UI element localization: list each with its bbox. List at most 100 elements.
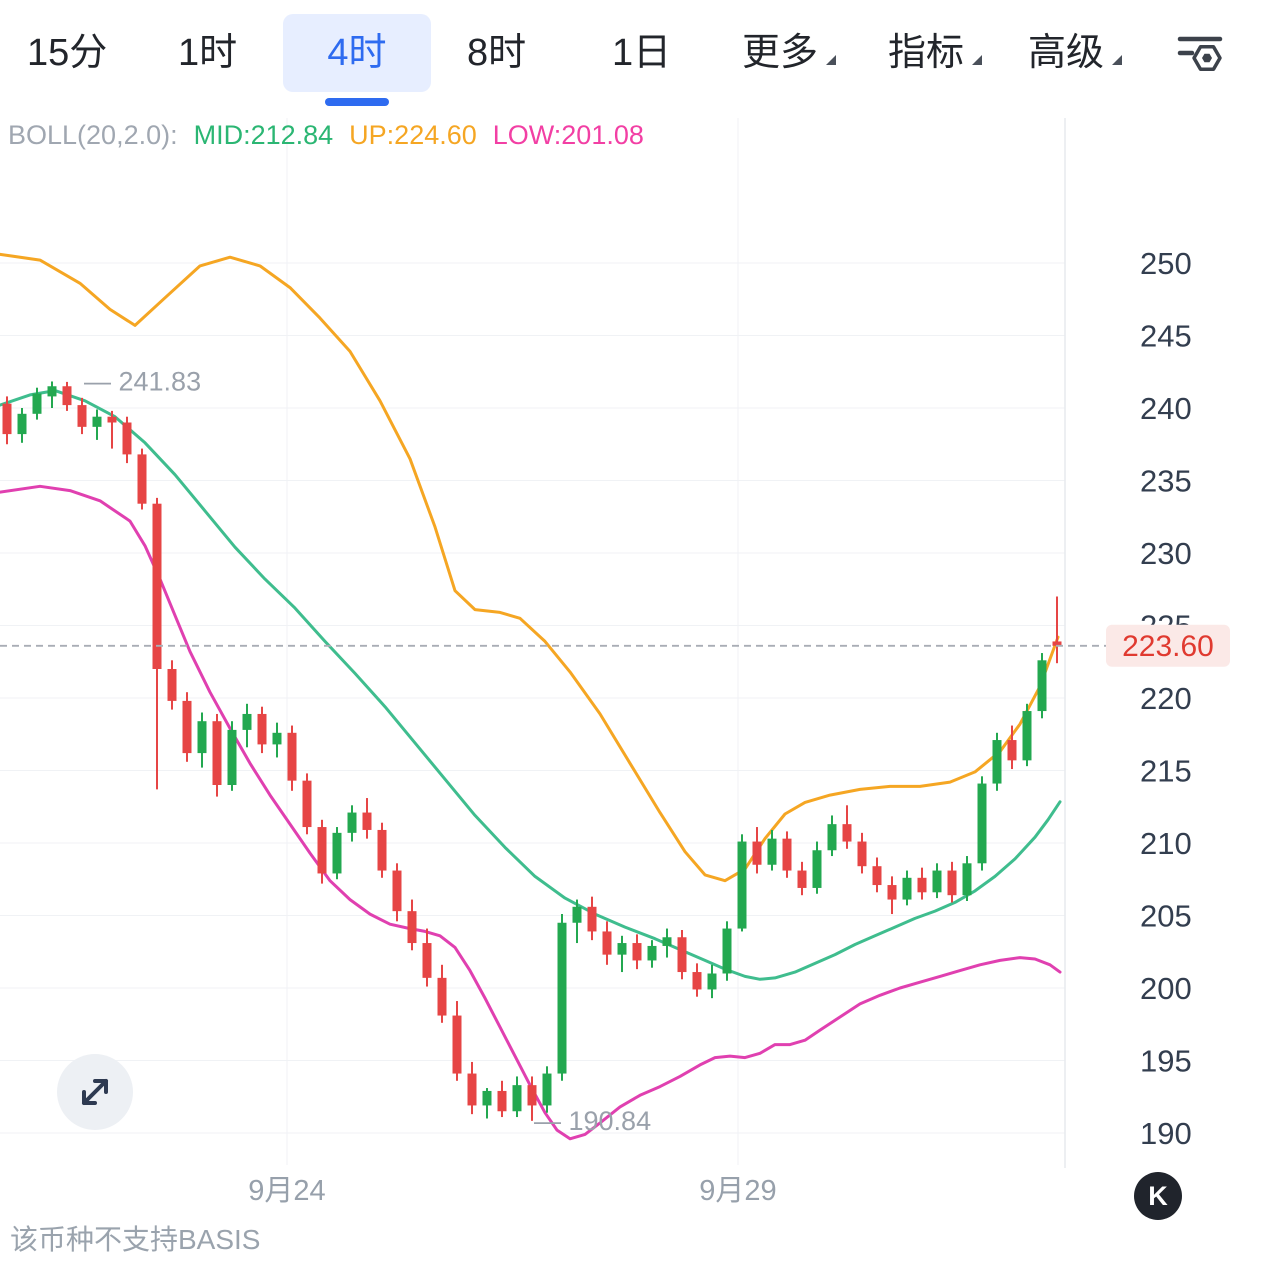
tab-4h[interactable]: 4时 — [283, 14, 431, 92]
candle-body — [767, 838, 777, 865]
candle-body — [977, 783, 987, 864]
y-axis-label: 190 — [1140, 1116, 1192, 1151]
candle-body — [902, 877, 912, 900]
candle-body — [707, 973, 717, 990]
candle-body — [722, 928, 732, 974]
candle-body — [377, 829, 387, 871]
x-axis-label: 9月24 — [248, 1175, 325, 1207]
candle-body — [197, 721, 207, 754]
tab-1d[interactable]: 1日 — [612, 32, 672, 74]
menu-advanced[interactable]: 高级 — [1028, 14, 1123, 92]
candle-body — [182, 700, 192, 754]
candle-body — [677, 937, 687, 973]
candle-body — [122, 422, 132, 455]
candle-body — [497, 1090, 507, 1112]
candle-body — [1037, 660, 1047, 712]
candle-body — [602, 931, 612, 955]
candle-body — [272, 732, 282, 745]
candle-body — [167, 669, 177, 701]
bollinger-upper-line — [0, 252, 1060, 883]
candle-body — [662, 937, 672, 946]
chart-settings-button[interactable] — [1176, 30, 1224, 81]
candle-body — [347, 812, 357, 833]
menu-more[interactable]: 更多 — [742, 14, 837, 92]
candle-body — [2, 403, 12, 435]
candle-body — [872, 866, 882, 886]
y-axis-label: 245 — [1140, 319, 1192, 354]
y-axis-label: 220 — [1140, 681, 1192, 716]
y-axis-label: 230 — [1140, 536, 1192, 571]
candle-body — [137, 454, 147, 504]
candle-body — [962, 863, 972, 896]
candle-body — [557, 922, 567, 1074]
candle-body — [152, 503, 162, 669]
candle-body — [212, 721, 222, 785]
tab-15min[interactable]: 15分 — [27, 32, 108, 74]
boll-low-value: LOW:201.08 — [492, 120, 644, 150]
candle-body — [452, 1015, 462, 1074]
x-axis-label: 9月29 — [699, 1175, 776, 1207]
bollinger-mid-line — [0, 389, 1062, 981]
candle-body — [512, 1085, 522, 1112]
menu-advanced-label: 高级 — [1028, 32, 1105, 74]
y-axis-label: 195 — [1140, 1044, 1192, 1079]
boll-params-label: BOLL(20,2.0): — [8, 120, 178, 150]
candle-body — [692, 972, 702, 990]
y-axis-label: 210 — [1140, 826, 1192, 861]
candle-body — [947, 870, 957, 896]
boll-mid-value: MID:212.84 — [193, 120, 334, 150]
menu-indicators-label: 指标 — [888, 32, 965, 74]
low-price-annotation: — 190.84 — [534, 1106, 651, 1136]
candle-body — [932, 870, 942, 893]
bollinger-lower-line — [0, 484, 1062, 1141]
candle-body — [782, 838, 792, 871]
candle-body — [17, 413, 27, 435]
y-axis-label: 235 — [1140, 464, 1192, 499]
candle-body — [527, 1085, 537, 1106]
candle-body — [1052, 641, 1062, 646]
candle-body — [317, 827, 327, 874]
candle-body — [827, 824, 837, 851]
candle-body — [812, 850, 822, 888]
candle-body — [407, 911, 417, 944]
candle-body — [797, 870, 807, 888]
high-price-annotation: — 241.83 — [84, 366, 201, 396]
candle-body — [422, 943, 432, 978]
kline-style-button[interactable]: K — [1134, 1172, 1182, 1220]
candle-body — [332, 832, 342, 874]
candle-body — [47, 386, 57, 397]
candle-body — [917, 877, 927, 893]
boll-up-value: UP:224.60 — [349, 120, 477, 150]
candle-body — [887, 885, 897, 900]
current-price-value: 223.60 — [1122, 630, 1214, 663]
candle-body — [647, 945, 657, 961]
y-axis-label: 250 — [1140, 246, 1192, 281]
menu-indicators[interactable]: 指标 — [888, 14, 983, 92]
current-price-badge — [1106, 624, 1230, 667]
candle-body — [242, 713, 252, 730]
candle-body — [617, 943, 627, 955]
candle-body — [842, 824, 852, 842]
caret-down-icon — [1112, 55, 1123, 65]
y-axis-label: 200 — [1140, 971, 1192, 1006]
candle-body — [737, 841, 747, 929]
expand-icon — [82, 1079, 108, 1105]
tab-8h[interactable]: 8时 — [467, 32, 527, 74]
tab-1h[interactable]: 1时 — [178, 32, 238, 74]
candle-body — [992, 740, 1002, 784]
caret-down-icon — [826, 55, 837, 65]
basis-notice: 该币种不支持BASIS — [10, 1224, 261, 1255]
boll-legend: BOLL(20,2.0): MID:212.84 UP:224.60 LOW:2… — [8, 120, 644, 151]
caret-down-icon — [972, 55, 983, 65]
timeframe-toolbar: 15分 1时 4时 8时 1日 更多 指标 高级 — [0, 0, 1263, 116]
expand-chart-button[interactable] — [57, 1054, 133, 1130]
y-axis-label: 205 — [1140, 899, 1192, 934]
candle-body — [587, 906, 597, 932]
candle-body — [287, 732, 297, 781]
candle-body — [572, 906, 582, 923]
candle-body — [92, 416, 102, 427]
candle-body — [392, 870, 402, 912]
candle-body — [362, 812, 372, 830]
